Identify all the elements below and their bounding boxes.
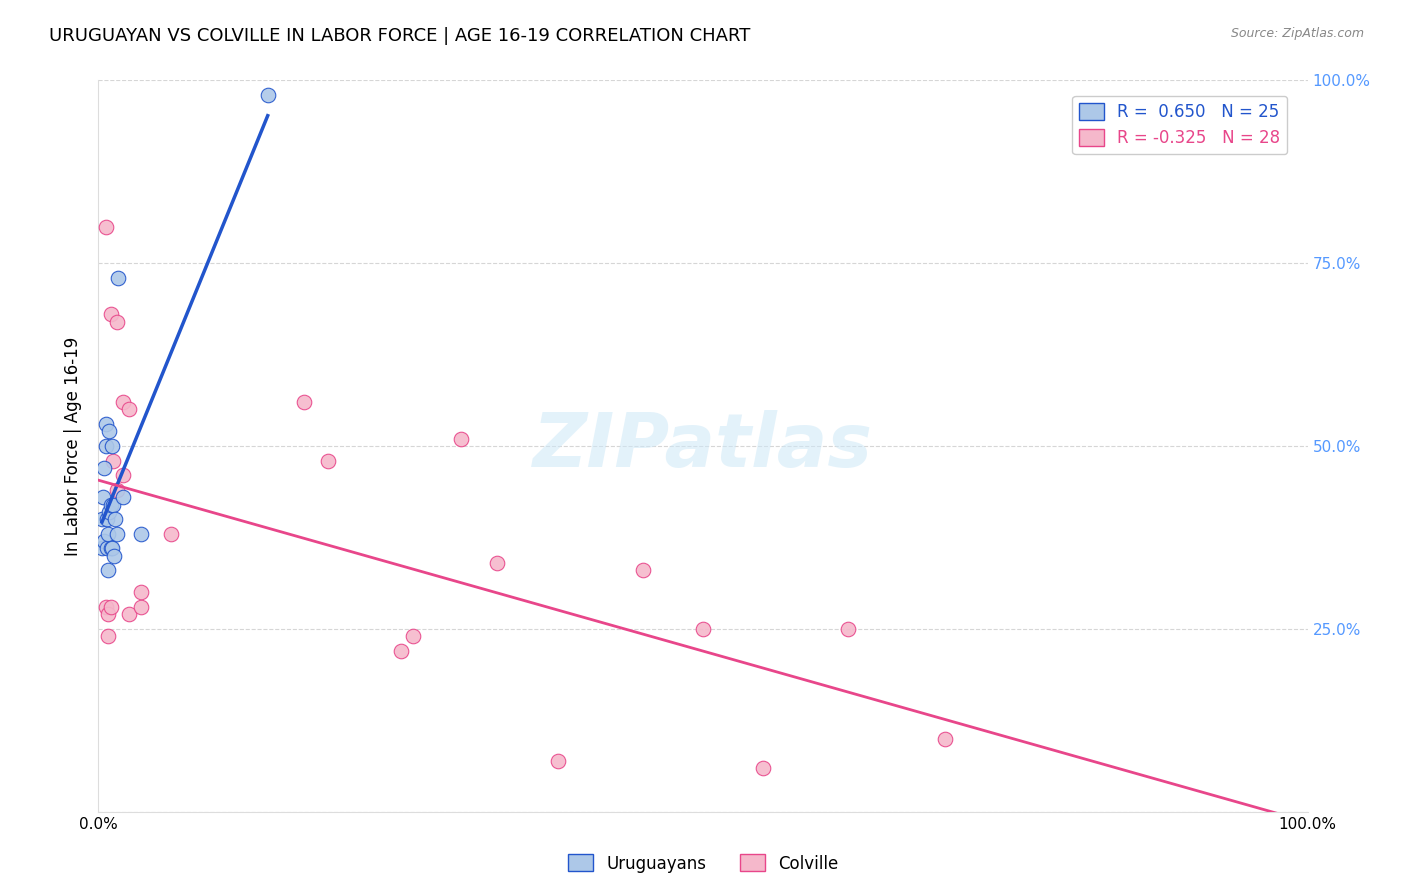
Point bbox=[97, 563, 120, 577]
Point bbox=[450, 432, 472, 446]
Point bbox=[93, 461, 115, 475]
Point bbox=[118, 402, 141, 417]
Legend: R =  0.650   N = 25, R = -0.325   N = 28: R = 0.650 N = 25, R = -0.325 N = 28 bbox=[1073, 96, 1286, 154]
Point bbox=[97, 526, 120, 541]
Point bbox=[91, 490, 114, 504]
Point bbox=[547, 754, 569, 768]
Point bbox=[631, 563, 654, 577]
Point bbox=[91, 512, 114, 526]
Point bbox=[104, 512, 127, 526]
Point bbox=[118, 607, 141, 622]
Point bbox=[111, 395, 134, 409]
Legend: Uruguayans, Colville: Uruguayans, Colville bbox=[561, 847, 845, 880]
Text: Source: ZipAtlas.com: Source: ZipAtlas.com bbox=[1230, 27, 1364, 40]
Point bbox=[129, 526, 152, 541]
Point bbox=[100, 498, 122, 512]
Point bbox=[316, 453, 339, 467]
Point bbox=[692, 622, 714, 636]
Point bbox=[402, 629, 425, 643]
Text: URUGUAYAN VS COLVILLE IN LABOR FORCE | AGE 16-19 CORRELATION CHART: URUGUAYAN VS COLVILLE IN LABOR FORCE | A… bbox=[49, 27, 751, 45]
Point bbox=[103, 549, 125, 563]
Point bbox=[101, 453, 124, 467]
Text: ZIPatlas: ZIPatlas bbox=[533, 409, 873, 483]
Point bbox=[93, 534, 115, 549]
Point bbox=[752, 761, 775, 775]
Point bbox=[100, 541, 122, 556]
Point bbox=[111, 468, 134, 483]
Y-axis label: In Labor Force | Age 16-19: In Labor Force | Age 16-19 bbox=[65, 336, 83, 556]
Point bbox=[129, 585, 152, 599]
Point bbox=[98, 505, 121, 519]
Point bbox=[100, 541, 122, 556]
Point bbox=[486, 556, 509, 570]
Point bbox=[837, 622, 859, 636]
Point bbox=[934, 731, 956, 746]
Point bbox=[91, 541, 114, 556]
Point bbox=[97, 629, 120, 643]
Point bbox=[105, 526, 128, 541]
Point bbox=[107, 270, 129, 285]
Point bbox=[96, 512, 118, 526]
Point bbox=[100, 439, 122, 453]
Point bbox=[100, 307, 122, 321]
Point bbox=[96, 541, 118, 556]
Point bbox=[105, 315, 128, 329]
Point bbox=[94, 439, 117, 453]
Point bbox=[256, 87, 278, 102]
Point bbox=[97, 607, 120, 622]
Point bbox=[292, 395, 315, 409]
Point bbox=[100, 599, 122, 614]
Point bbox=[94, 219, 117, 234]
Point bbox=[94, 599, 117, 614]
Point bbox=[94, 417, 117, 431]
Point bbox=[129, 599, 152, 614]
Point bbox=[105, 483, 128, 497]
Point bbox=[98, 425, 121, 439]
Point bbox=[389, 644, 412, 658]
Point bbox=[101, 498, 124, 512]
Point bbox=[160, 526, 183, 541]
Point bbox=[111, 490, 134, 504]
